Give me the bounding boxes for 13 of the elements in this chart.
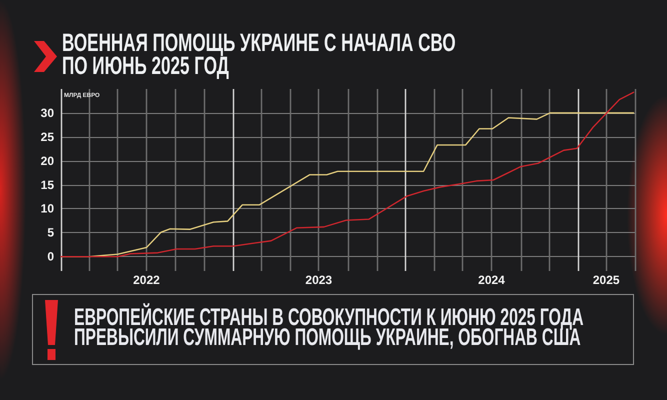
x-tick-label: 2023 — [305, 273, 332, 287]
x-tick-label: 2024 — [478, 273, 506, 287]
x-tick-label: 2025 — [592, 273, 620, 287]
y-tick-label: 20 — [40, 154, 54, 168]
x-tick-label: 2022 — [133, 273, 160, 287]
y-tick-label: 25 — [40, 130, 54, 144]
y-tick-label: 30 — [40, 106, 54, 120]
text: ЕВРОПЕЙСКИЕ СТРАНЫ В СОВОКУПНОСТИ К ИЮНЮ 2025 ГОДА ПРЕВЫСИЛИ СУММАРНУЮ ПОМОЩЬ УКРАИНЕ, ОБОГНАВ США — [74, 304, 584, 351]
chart-title: ВОЕННАЯ ПОМОЩЬ УКРАИНЕ С НАЧАЛА СВО ПО ИЮНЬ 2025 ГОД — [62, 29, 457, 80]
y-tick-label: 0 — [47, 250, 54, 264]
y-tick-label: 15 — [40, 178, 54, 192]
y-tick-label: 10 — [40, 202, 54, 216]
y-tick-label: 5 — [47, 226, 54, 240]
